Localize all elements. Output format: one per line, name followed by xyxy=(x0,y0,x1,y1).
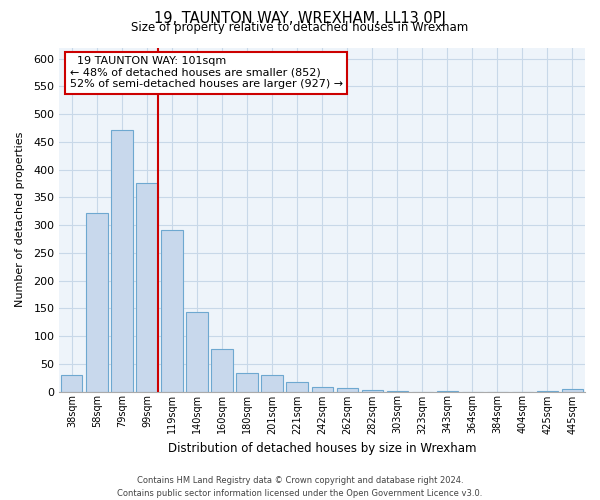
Bar xyxy=(386,391,408,392)
Bar xyxy=(337,388,358,392)
Text: Contains HM Land Registry data © Crown copyright and database right 2024.
Contai: Contains HM Land Registry data © Crown c… xyxy=(118,476,482,498)
Bar xyxy=(286,382,308,392)
Bar xyxy=(262,375,283,392)
Y-axis label: Number of detached properties: Number of detached properties xyxy=(15,132,25,307)
Bar xyxy=(187,312,208,392)
Bar xyxy=(562,390,583,392)
Bar xyxy=(211,350,233,392)
Text: Size of property relative to detached houses in Wrexham: Size of property relative to detached ho… xyxy=(131,21,469,34)
Bar xyxy=(437,391,458,392)
Bar xyxy=(61,375,82,392)
Bar xyxy=(161,230,182,392)
Bar xyxy=(136,184,158,392)
X-axis label: Distribution of detached houses by size in Wrexham: Distribution of detached houses by size … xyxy=(168,442,476,455)
Text: 19, TAUNTON WAY, WREXHAM, LL13 0PJ: 19, TAUNTON WAY, WREXHAM, LL13 0PJ xyxy=(154,11,446,26)
Text: 19 TAUNTON WAY: 101sqm  
← 48% of detached houses are smaller (852)
52% of semi-: 19 TAUNTON WAY: 101sqm ← 48% of detached… xyxy=(70,56,343,90)
Bar xyxy=(311,387,333,392)
Bar xyxy=(537,391,558,392)
Bar xyxy=(86,213,107,392)
Bar xyxy=(111,130,133,392)
Bar xyxy=(362,390,383,392)
Bar xyxy=(236,372,258,392)
